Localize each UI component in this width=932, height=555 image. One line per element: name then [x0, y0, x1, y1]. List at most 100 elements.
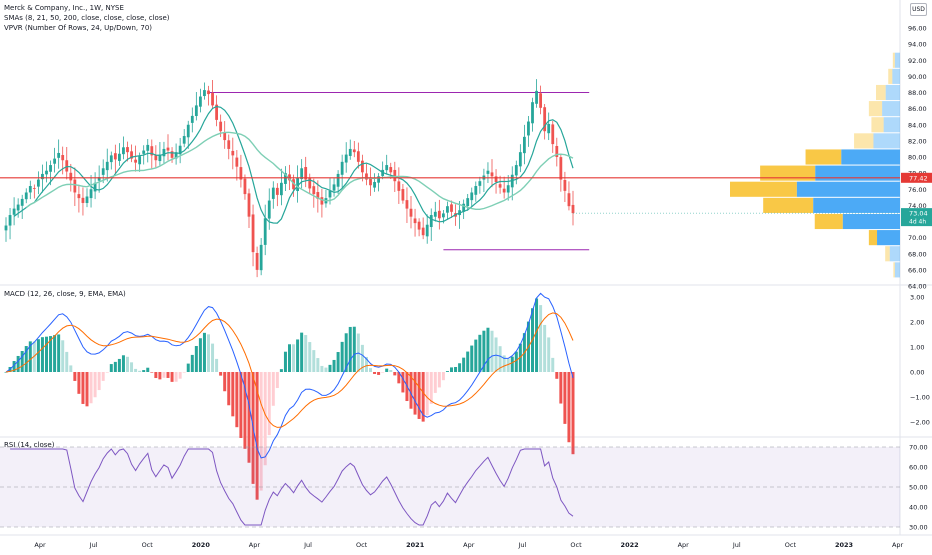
macd-histogram-bar — [535, 298, 539, 372]
candle-body — [158, 154, 162, 162]
candle-body — [413, 218, 417, 224]
candle-body — [304, 166, 308, 180]
candle-body — [486, 170, 490, 174]
candle-body — [531, 102, 534, 124]
candle-body — [401, 189, 405, 201]
macd-histogram-bar — [12, 361, 16, 372]
vpvr-row-down — [885, 246, 890, 262]
macd-title[interactable]: MACD (12, 26, close, 9, EMA, EMA) — [4, 290, 126, 298]
time-tick-label: Jul — [517, 541, 526, 549]
macd-histogram-bar — [348, 326, 352, 372]
macd-histogram-bar — [97, 372, 101, 391]
macd-histogram-bar — [470, 345, 474, 372]
candle-body — [405, 200, 409, 209]
macd-histogram-bar — [543, 324, 547, 372]
vpvr-row-down — [876, 84, 886, 101]
macd-histogram-bar — [466, 351, 470, 372]
macd-histogram-bar — [227, 372, 231, 406]
candle-body — [523, 136, 526, 154]
macd-histogram-bar — [215, 358, 219, 372]
macd-histogram-bar — [190, 354, 194, 372]
macd-histogram-bar — [308, 342, 312, 372]
macd-histogram-bar — [194, 345, 198, 372]
candle-body — [223, 132, 227, 141]
candle-body — [24, 192, 28, 200]
rsi-line — [10, 448, 574, 526]
macd-histogram-bar — [551, 357, 555, 372]
candle-body — [567, 193, 571, 207]
candle-body — [122, 147, 125, 155]
macd-histogram-bar — [275, 372, 279, 389]
vpvr-row-up — [892, 68, 900, 84]
time-tick-label: Oct — [785, 541, 797, 549]
macd-histogram-bar — [514, 351, 518, 372]
vpvr-row-up — [894, 262, 900, 278]
candle-body — [162, 148, 166, 157]
macd-histogram-bar — [267, 372, 271, 436]
macd-histogram-bar — [170, 372, 174, 382]
price-tick-label: 88.00 — [908, 89, 927, 97]
macd-histogram-bar — [219, 372, 223, 376]
rsi-title[interactable]: RSI (14, close) — [4, 441, 55, 449]
price-tick-label: 84.00 — [908, 121, 927, 129]
candle-body — [243, 178, 247, 195]
macd-histogram-bar — [20, 351, 24, 372]
macd-histogram-bar — [360, 344, 364, 372]
candle-body — [251, 214, 255, 253]
candle-body — [373, 181, 376, 188]
candle-body — [32, 188, 36, 189]
macd-histogram-bar — [134, 368, 138, 372]
candle-body — [134, 159, 137, 163]
candle-body — [470, 192, 474, 201]
candle-body — [397, 181, 401, 191]
macd-histogram-bar — [397, 372, 401, 384]
macd-histogram-bar — [393, 372, 397, 376]
candle-body — [551, 124, 555, 145]
candle-body — [389, 167, 393, 173]
vpvr-row-up — [882, 101, 900, 117]
price-tick-label: 94.00 — [908, 41, 927, 49]
candle-body — [65, 160, 69, 172]
macd-histogram-bar — [320, 365, 324, 372]
sma-indicator-label[interactable]: SMAs (8, 21, 50, 200, close, close, clos… — [4, 14, 170, 22]
candle-body — [462, 203, 466, 212]
macd-histogram-bar — [474, 339, 478, 372]
macd-histogram-bar — [239, 372, 243, 438]
time-tick-label: Jul — [303, 541, 312, 549]
rsi-tick-label: 50.00 — [909, 484, 928, 492]
currency-badge[interactable]: USD — [910, 3, 927, 16]
time-tick-label: 2021 — [406, 541, 425, 549]
candle-body — [53, 158, 56, 164]
time-tick-label: 2023 — [835, 541, 853, 549]
candle-body — [284, 173, 287, 184]
candle-body — [498, 184, 502, 188]
candle-body — [190, 115, 194, 123]
candle-body — [308, 177, 312, 189]
macd-histogram-bar — [425, 372, 429, 416]
sma-8-line — [13, 105, 574, 224]
candle-body — [178, 145, 182, 155]
candle-body — [255, 252, 259, 270]
vpvr-row-down — [892, 52, 895, 68]
vpvr-row-up — [885, 84, 900, 101]
candle-body — [539, 93, 542, 108]
price-tick-label: 70.00 — [908, 234, 927, 242]
candle-body — [352, 149, 356, 153]
time-tick-label: Jul — [732, 541, 741, 549]
candle-body — [267, 200, 271, 219]
candle-body — [377, 176, 380, 183]
macd-histogram-bar — [369, 368, 372, 372]
macd-histogram-bar — [344, 333, 348, 372]
macd-histogram-bar — [142, 370, 146, 372]
candle-body — [450, 204, 453, 212]
vpvr-row-up — [877, 230, 900, 246]
vpvr-indicator-label[interactable]: VPVR (Number Of Rows, 24, Up/Down, 70) — [4, 24, 153, 32]
macd-histogram-bar — [417, 372, 421, 419]
time-tick-label: Oct — [356, 541, 368, 549]
price-tick-label: 86.00 — [908, 105, 927, 113]
red-line-price-label-bg — [901, 172, 932, 183]
macd-histogram-bar — [312, 350, 316, 372]
vpvr-row-down — [893, 262, 895, 278]
